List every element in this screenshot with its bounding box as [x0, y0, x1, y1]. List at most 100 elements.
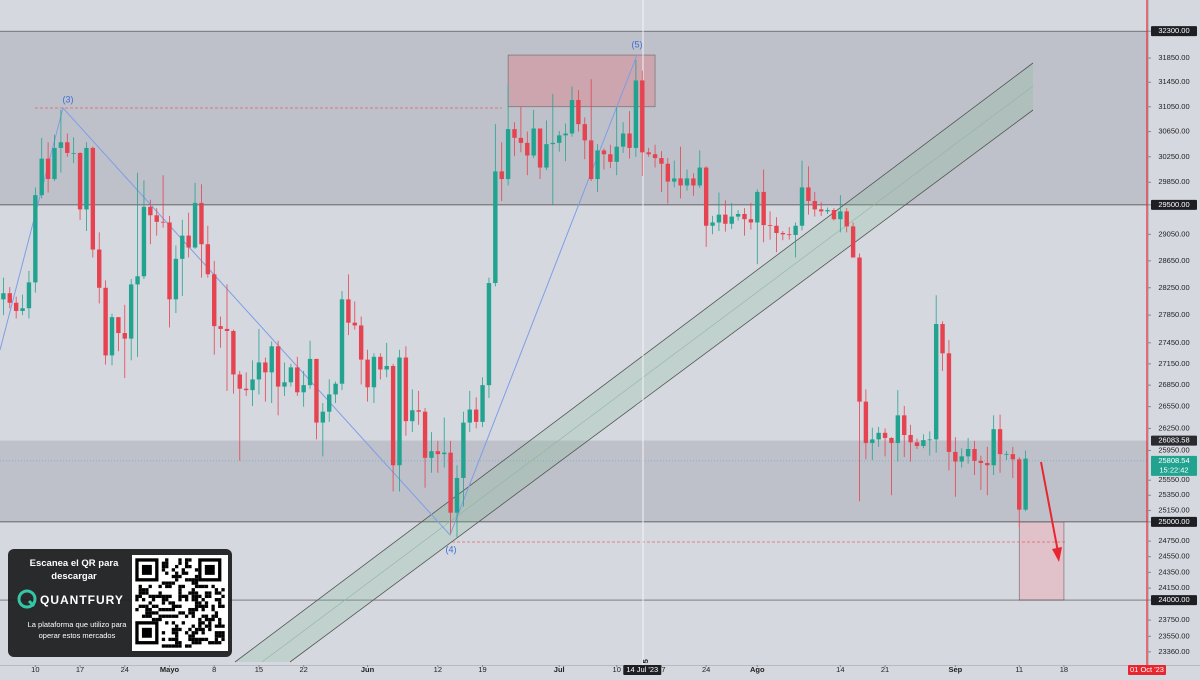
qr-module [181, 621, 185, 625]
candle-body [243, 388, 249, 391]
qr-module [188, 634, 192, 638]
candle-body [237, 374, 242, 389]
qr-module [184, 571, 189, 575]
y-tick-label: 26550.00 [1158, 402, 1189, 411]
qr-module [178, 561, 182, 565]
qr-module [161, 598, 166, 602]
qr-module [171, 601, 176, 605]
qr-module [161, 568, 166, 572]
qr-module [198, 621, 202, 625]
qr-module [221, 637, 225, 642]
qr-module [168, 614, 172, 618]
candle-body [429, 451, 434, 458]
candle-body [320, 411, 326, 423]
candle-body [895, 415, 901, 444]
y-tick-label: 30650.00 [1158, 127, 1189, 136]
qr-module [198, 637, 202, 642]
qr-module [175, 574, 179, 579]
qr-module [201, 637, 205, 642]
qr-module [221, 604, 225, 608]
qr-module [141, 598, 146, 602]
qr-module [184, 561, 189, 565]
channel-mid [261, 85, 1034, 663]
candle-body [173, 258, 179, 300]
candle-body [908, 435, 913, 443]
qr-module [191, 598, 195, 602]
candle-body [857, 257, 862, 402]
qr-module [148, 584, 152, 589]
x-tick-label: 24 [702, 665, 710, 674]
candle-body [390, 365, 396, 466]
qr-module [214, 631, 219, 635]
candle-body [793, 225, 798, 235]
qr-module [201, 604, 205, 608]
qr-module [191, 637, 195, 642]
qr-module [181, 611, 185, 615]
qr-module [208, 641, 212, 645]
qr-module [194, 591, 199, 595]
candle-body [1023, 458, 1028, 510]
qr-module [211, 607, 215, 612]
qr-module [194, 607, 199, 612]
y-tick-label: 31450.00 [1158, 77, 1189, 86]
candle-body [818, 209, 824, 212]
qr-module [161, 581, 166, 585]
candle-body [652, 154, 658, 159]
qr-module [194, 594, 199, 599]
candle-body [77, 152, 83, 210]
price-label: 26083.58 [1158, 436, 1189, 445]
qr-module [158, 614, 162, 618]
qr-module [178, 588, 182, 592]
candle-body [991, 429, 996, 466]
qr-ad: Escanea el QR para descargar QUANTFURY L… [8, 549, 232, 657]
qr-module [208, 621, 212, 625]
qr-module [148, 614, 152, 618]
qr-module [165, 621, 169, 625]
candle-body [761, 191, 766, 226]
qr-module [221, 634, 225, 638]
x-tick-label: 14 [836, 665, 844, 674]
candle-body [710, 222, 715, 226]
candle-body [148, 206, 153, 216]
qr-module [198, 641, 202, 645]
qr-module [168, 594, 172, 599]
candle-body [365, 359, 370, 388]
qr-module [214, 588, 219, 592]
qr-module [194, 574, 199, 579]
wave-path [0, 54, 638, 536]
candle-body [512, 129, 517, 138]
qr-module [178, 644, 182, 648]
candle-body [493, 171, 498, 284]
crosshair-bg [623, 665, 662, 675]
candle-body [480, 385, 485, 422]
candle-body [959, 456, 964, 462]
y-tick-label: 24000.00 [1158, 595, 1189, 604]
candle-body [250, 379, 255, 391]
y-tick-label: 23750.00 [1158, 615, 1189, 624]
x-tick-label: 18 [1060, 665, 1068, 674]
qr-module [171, 614, 176, 618]
qr-module [181, 584, 185, 589]
qr-module [184, 558, 189, 562]
qr-module [191, 641, 195, 645]
qr-module [214, 611, 219, 615]
qr-module [214, 624, 219, 628]
price-label: 25808.54 [1158, 456, 1189, 465]
candle-body [461, 422, 466, 478]
candle-body [1, 293, 6, 300]
candle-body [946, 353, 952, 452]
candle-body [65, 142, 70, 153]
y-tick-label: 26850.00 [1158, 380, 1189, 389]
candle-body [39, 158, 44, 196]
candle-body [870, 439, 875, 444]
qr-module [204, 594, 209, 599]
qr-module [184, 594, 189, 599]
candle-body [742, 213, 747, 220]
candle-body [1010, 454, 1016, 460]
qr-module [158, 594, 162, 599]
x-tick-label: 17 [657, 665, 665, 674]
y-tick-label: 24150.00 [1158, 583, 1189, 592]
candle-body [116, 317, 121, 334]
qr-module [165, 644, 169, 648]
qr-module [138, 604, 142, 608]
